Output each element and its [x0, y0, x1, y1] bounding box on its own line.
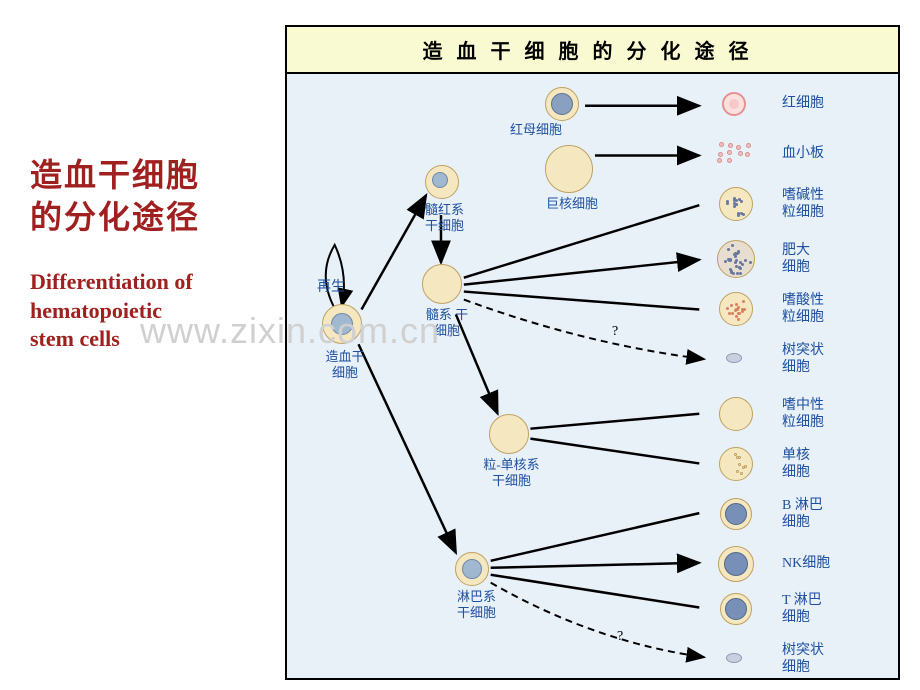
cell-lymphoid — [455, 552, 489, 586]
label-granulo-mono: 粒-单核系 干细胞 — [479, 457, 544, 488]
cell-myeloid — [422, 264, 462, 304]
end-label-4: 嗜酸性粒细胞 — [782, 293, 824, 327]
end-label-8: B 淋巴细胞 — [782, 498, 823, 532]
cell-granulo-mono — [489, 414, 529, 454]
question-mark-1: ? — [612, 324, 618, 340]
label-hsc: 造血干 细胞 — [320, 349, 370, 380]
end-label-1: 血小板 — [782, 146, 824, 163]
title-en-line1: Differentiation of — [30, 268, 260, 297]
label-lymphoid: 淋巴系 干细胞 — [449, 589, 504, 620]
end-label-3: 肥大细胞 — [782, 243, 810, 277]
end-label-7: 单核细胞 — [782, 448, 810, 482]
question-mark-2: ? — [617, 629, 623, 645]
end-label-10: T 淋巴细胞 — [782, 593, 822, 627]
regenerate-label: 再生 — [317, 276, 345, 296]
end-label-2: 嗜碱性粒细胞 — [782, 188, 824, 222]
label-erythro-mother: 红母细胞 — [502, 122, 562, 138]
end-label-11: 树突状细胞 — [782, 643, 824, 677]
title-cn-line1: 造血干细胞 — [30, 155, 260, 197]
title-cn-line2: 的分化途径 — [30, 197, 260, 239]
end-label-6: 嗜中性粒细胞 — [782, 398, 824, 432]
diagram-title: 造血干细胞的分化途径 — [287, 27, 898, 74]
label-megakaryo: 巨核细胞 — [542, 196, 602, 212]
watermark: www.zixin.com.cn — [140, 310, 440, 352]
diagram-content: ? ? 再生 造血干 细胞 髓红系 干细胞 髓系 干细胞 粒-单核系 干细胞 淋… — [287, 74, 898, 684]
title-chinese: 造血干细胞 的分化途径 — [30, 155, 260, 238]
cell-myeloid-erythro — [425, 165, 459, 199]
diagram-container: 造血干细胞的分化途径 — [285, 25, 900, 680]
end-label-9: NK细胞 — [782, 556, 830, 573]
cell-erythro-mother — [545, 87, 579, 121]
end-label-5: 树突状细胞 — [782, 343, 824, 377]
end-label-0: 红细胞 — [782, 96, 824, 113]
cell-megakaryo — [545, 145, 593, 193]
label-myeloid-erythro: 髓红系 干细胞 — [417, 202, 472, 233]
